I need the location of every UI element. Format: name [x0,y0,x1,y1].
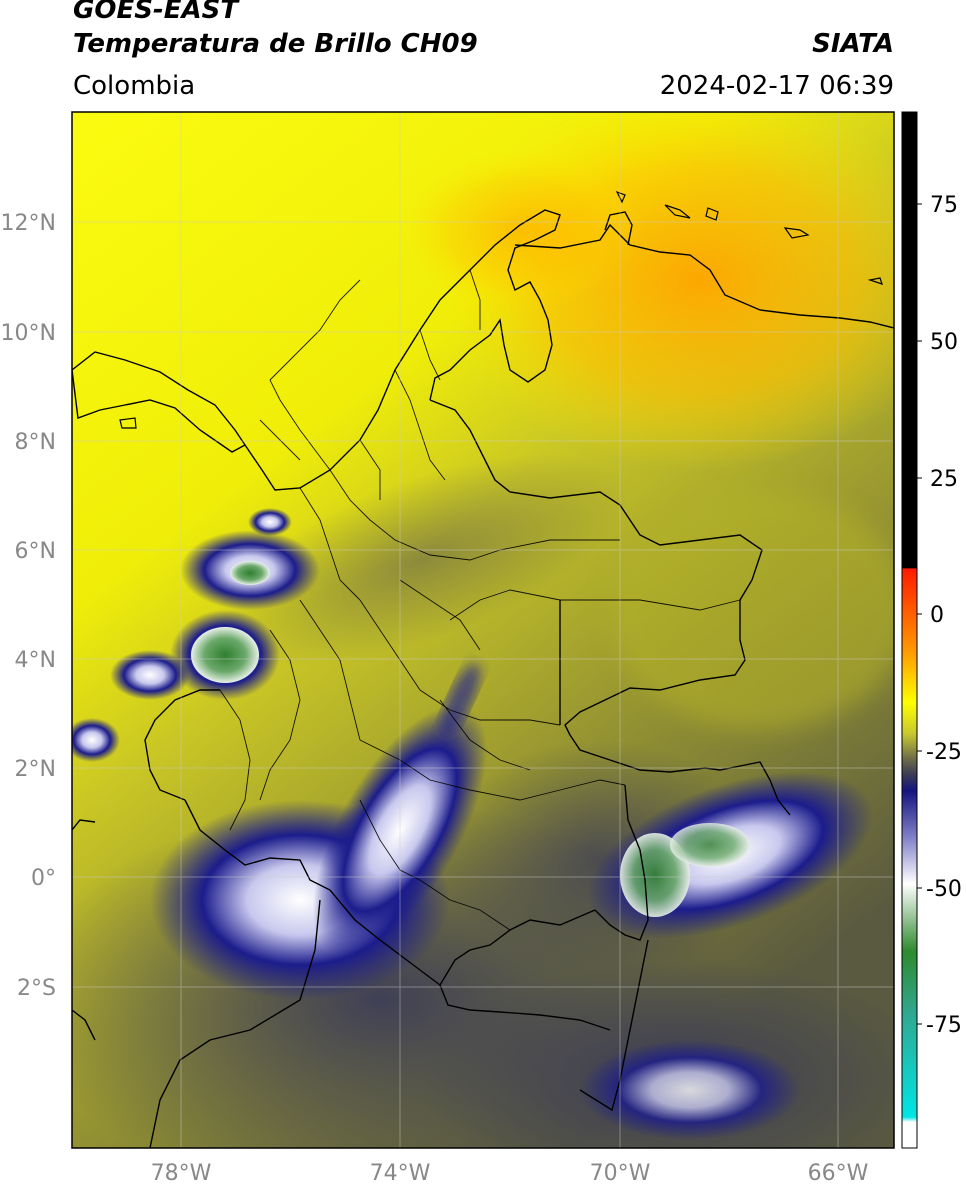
colorbar-tick-label: -75 [926,1013,962,1038]
lat-tick-label: 2°N [15,757,56,782]
lon-tick-label: 70°W [590,1161,651,1186]
datetime-label: 2024-02-17 06:39 [659,71,894,101]
satellite-title: GOES-EAST [73,0,239,25]
department-borders [219,269,741,931]
lon-tick-label: 78°W [151,1161,212,1186]
colorbar-gradient [902,112,917,1148]
product-title: Temperatura de Brillo CH09 [73,29,478,59]
lat-tick-label: 4°N [15,648,56,673]
cold-cloud-top [191,627,259,683]
islands [119,190,883,429]
colorbar-tick-label: 50 [930,330,958,355]
lat-tick-label: 8°N [15,430,56,455]
longitude-axis: 78°W 74°W 70°W 66°W [151,1161,869,1186]
brightness-temperature-field [72,112,894,1148]
country-borders [72,209,894,1148]
colorbar-tick-label: -25 [926,740,962,765]
lon-tick-label: 74°W [370,1161,431,1186]
lon-tick-label: 66°W [808,1161,869,1186]
colorbar: 75 50 25 0 -25 -50 -75 [901,111,962,1149]
colorbar-tick-label: 25 [930,467,958,492]
map-frame [71,111,895,1149]
colorbar-tick-label: -50 [926,877,962,902]
latitude-axis: 12°N 10°N 8°N 6°N 4°N 2°N 0° 2°S [1,211,56,1001]
organization-label: SIATA [812,29,894,59]
colorbar-tick-label: 75 [930,193,958,218]
region-label: Colombia [73,71,196,101]
colorbar-tick-label: 0 [930,603,944,628]
lat-tick-label: 2°S [17,976,56,1001]
map-gridlines [72,112,894,1148]
lat-tick-label: 0° [31,866,56,891]
lat-tick-label: 12°N [1,211,56,236]
lat-tick-label: 10°N [1,321,56,346]
lat-tick-label: 6°N [15,539,56,564]
